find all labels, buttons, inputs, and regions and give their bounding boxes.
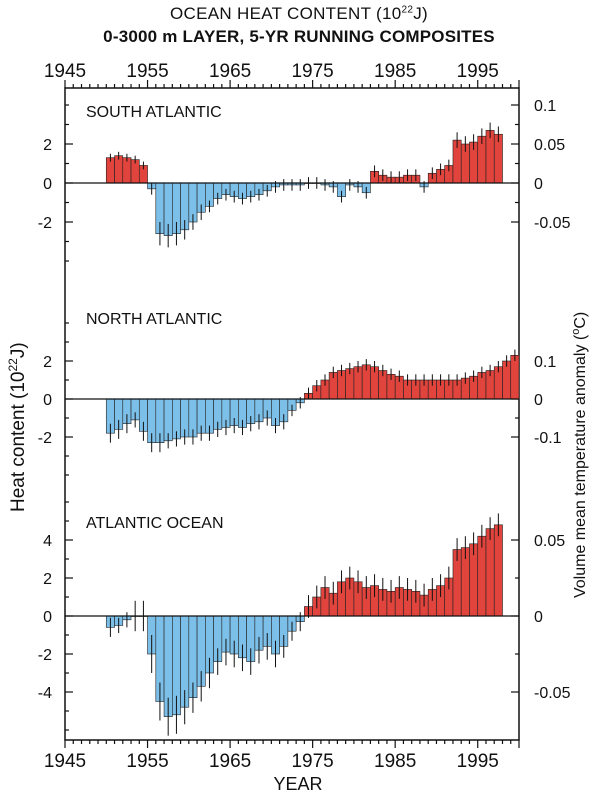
- y-tick-label-left: -2: [38, 215, 52, 232]
- error-bars: [109, 122, 499, 248]
- y-axis-title-left-sup: 22: [6, 358, 20, 372]
- y-tick-label-right: 0.1: [534, 354, 556, 371]
- x-tick-label-bottom: 1965: [209, 751, 251, 772]
- y-tick-label-left: 0: [43, 176, 52, 193]
- x-tick-label-bottom: 1995: [457, 751, 499, 772]
- x-tick-label-top: 1945: [44, 61, 86, 82]
- bar: [485, 130, 495, 184]
- bar: [114, 155, 124, 184]
- y-tick-label-left: -2: [38, 430, 52, 447]
- y-axis-title-right-sup: o: [570, 329, 582, 335]
- error-bars: [109, 513, 499, 736]
- y-tick-label-left: 4: [43, 533, 52, 550]
- bar: [477, 535, 487, 617]
- y-axis-title-right: Volume mean temperature anomaly (oC): [570, 312, 589, 598]
- x-tick-label-top: 1975: [291, 61, 333, 82]
- x-tick-label-top: 1965: [209, 61, 251, 82]
- chart-subtitle: 0-3000 m LAYER, 5-YR RUNNING COMPOSITES: [103, 27, 495, 46]
- x-tick-label-bottom: 1945: [44, 751, 86, 772]
- y-tick-label-right: 0.1: [534, 98, 556, 115]
- x-tick-label-top: 1955: [126, 61, 168, 82]
- panel-title: SOUTH ATLANTIC: [86, 104, 222, 121]
- x-tick-label-bottom: 1955: [126, 751, 168, 772]
- chart-title-end: J): [413, 4, 428, 23]
- y-tick-label-right: 0: [534, 176, 543, 193]
- y-axis-title-right-end: C): [572, 312, 589, 329]
- chart-title-sup: 22: [401, 4, 414, 16]
- y-axis-title-left-end: J): [8, 342, 29, 358]
- bars: [105, 524, 503, 717]
- y-tick-label-left: 2: [43, 354, 52, 371]
- y-tick-label-right: -0.1: [534, 430, 562, 447]
- x-tick-label-bottom: 1975: [291, 751, 333, 772]
- x-axis-title: YEAR: [273, 774, 322, 794]
- y-tick-label-left: 0: [43, 609, 52, 626]
- panel-title: ATLANTIC OCEAN: [86, 515, 224, 532]
- y-tick-label-left: -4: [38, 685, 52, 702]
- y-axis-title-left-text: Heat content (10: [8, 372, 29, 512]
- y-tick-label-right: 0: [534, 609, 543, 626]
- panel-atlantic-ocean: ATLANTIC OCEAN 4 2 0 -2 -4 0.05 0 -0.05: [38, 501, 571, 736]
- y-tick-label-right: 0: [534, 392, 543, 409]
- x-tick-label-top: 1985: [374, 61, 416, 82]
- y-axis-title-left: Heat content (1022J): [6, 342, 29, 512]
- y-tick-label-right: -0.05: [534, 215, 571, 232]
- x-tick-label-bottom: 1985: [374, 751, 416, 772]
- chart-title: OCEAN HEAT CONTENT (1022J): [0, 4, 598, 24]
- y-tick-label-right: 0.05: [534, 137, 565, 154]
- plot-frame: [64, 87, 520, 741]
- panel-north-atlantic: NORTH ATLANTIC 2 0 -2 0.1 0 -0.1: [38, 311, 562, 476]
- y-tick-label-right: 0.05: [534, 533, 565, 550]
- y-tick-label-left: 2: [43, 137, 52, 154]
- y-tick-label-left: -2: [38, 647, 52, 664]
- y-axis-title-right-text: Volume mean temperature anomaly (: [572, 334, 589, 598]
- bar: [485, 528, 495, 617]
- chart-title-text: OCEAN HEAT CONTENT (10: [170, 4, 402, 23]
- y-tick-label-left: 2: [43, 571, 52, 588]
- x-axis: 1945 1945 1955 1955 1965 1965 1975 1975 1985 1985…: [44, 61, 520, 794]
- x-tick-label-top: 1995: [457, 61, 499, 82]
- y-tick-label-right: -0.05: [534, 685, 571, 702]
- y-tick-label-left: 0: [43, 392, 52, 409]
- panel-south-atlantic: SOUTH ATLANTIC 2 0 -2 0.1 0.05 0 -0.05: [38, 98, 571, 262]
- panel-title: NORTH ATLANTIC: [86, 311, 222, 328]
- bar: [493, 524, 503, 617]
- bars: [105, 354, 520, 444]
- bar: [510, 354, 520, 400]
- error-bars: [109, 349, 516, 453]
